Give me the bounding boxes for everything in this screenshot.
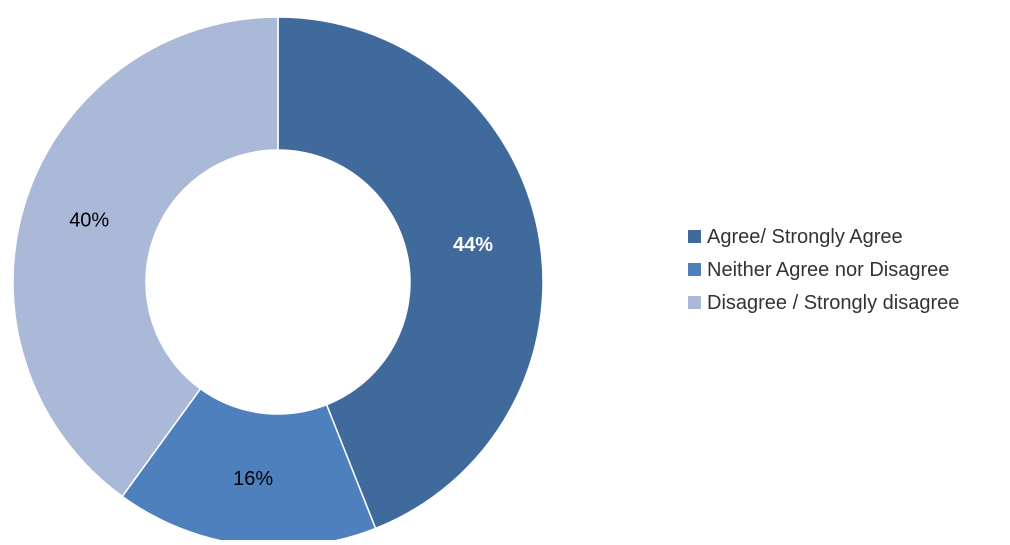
data-label-disagree: 40%: [69, 210, 109, 232]
legend: Agree/ Strongly Agree Neither Agree nor …: [688, 220, 1010, 319]
slice-agree: [277, 16, 544, 530]
legend-swatch-agree: [688, 230, 701, 243]
legend-label-neither: Neither Agree nor Disagree: [707, 258, 950, 281]
legend-item-neither: Neither Agree nor Disagree: [688, 253, 1010, 286]
data-label-agree: 44%: [453, 234, 493, 256]
legend-item-disagree: Disagree / Strongly disagree: [688, 286, 1010, 319]
slice-neither: [121, 387, 377, 545]
slice-disagree: [12, 16, 279, 498]
legend-swatch-neither: [688, 263, 701, 276]
legend-swatch-disagree: [688, 296, 701, 309]
legend-label-agree: Agree/ Strongly Agree: [707, 225, 903, 248]
legend-item-agree: Agree/ Strongly Agree: [688, 220, 1010, 253]
data-label-neither: 16%: [233, 468, 273, 490]
legend-label-disagree: Disagree / Strongly disagree: [707, 291, 960, 314]
